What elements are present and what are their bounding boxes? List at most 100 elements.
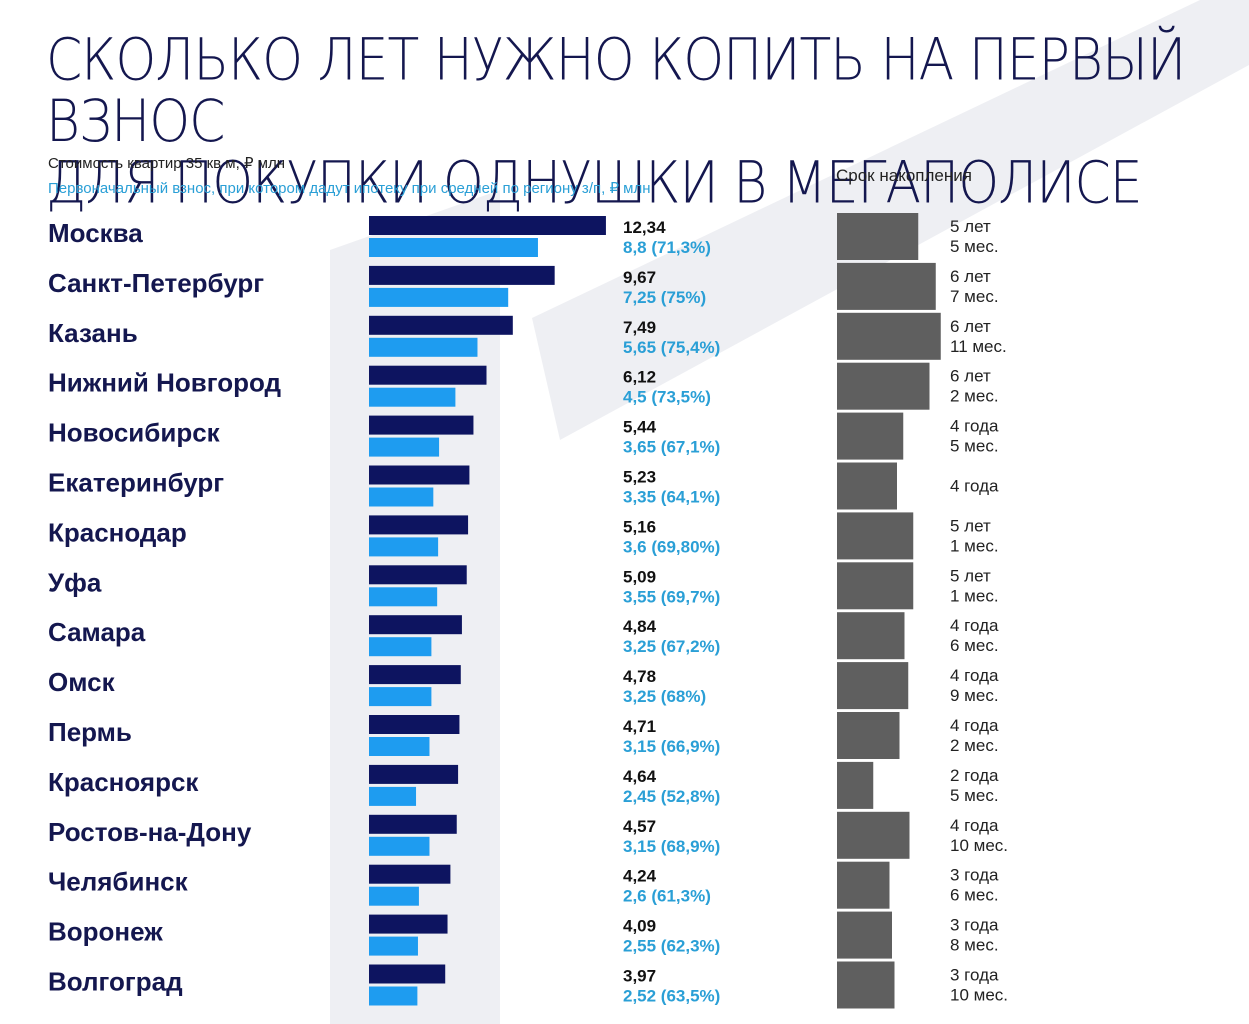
city-label: Новосибирск xyxy=(48,418,221,448)
price-bar xyxy=(369,465,470,485)
term-bar xyxy=(837,612,905,660)
down-payment-bar xyxy=(369,836,430,856)
term-years-label: 3 года xyxy=(950,916,999,935)
city-label: Красноярск xyxy=(48,767,199,797)
price-value-label: 3,97 xyxy=(623,967,656,986)
term-months-label: 1 мес. xyxy=(950,586,999,605)
term-months-label: 2 мес. xyxy=(950,387,999,406)
down-payment-bar xyxy=(369,587,438,607)
price-value-label: 4,78 xyxy=(623,667,656,686)
down-payment-bar xyxy=(369,287,509,307)
term-bar xyxy=(837,961,895,1009)
price-bar xyxy=(369,565,467,585)
price-value-label: 7,49 xyxy=(623,318,656,337)
term-bar xyxy=(837,512,914,560)
down-payment-bar xyxy=(369,637,432,657)
city-label: Воронеж xyxy=(48,917,163,947)
price-value-label: 4,24 xyxy=(623,867,657,886)
city-label: Волгоград xyxy=(48,967,183,997)
term-years-label: 4 года xyxy=(950,417,999,436)
term-years-label: 3 года xyxy=(950,866,999,885)
term-months-label: 11 мес. xyxy=(950,337,1007,356)
down-payment-bar xyxy=(369,238,538,257)
price-value-label: 4,09 xyxy=(623,917,656,936)
term-months-label: 1 мес. xyxy=(950,536,999,555)
price-bar xyxy=(369,665,461,685)
city-label: Санкт-Петербург xyxy=(48,268,264,298)
term-months-label: 6 мес. xyxy=(950,886,999,905)
term-years-label: 2 года xyxy=(950,766,999,785)
down-payment-value-label: 2,45 (52,8%) xyxy=(623,787,720,806)
term-months-label: 8 мес. xyxy=(950,936,999,955)
price-bar xyxy=(369,365,487,385)
down-payment-value-label: 3,65 (67,1%) xyxy=(623,438,720,457)
term-bar xyxy=(837,861,890,909)
down-payment-value-label: 5,65 (75,4%) xyxy=(623,338,720,357)
price-value-label: 4,71 xyxy=(623,717,656,736)
term-years-label: 4 года xyxy=(950,816,999,835)
chart-title: Сколько лет нужно копить на первый взнос… xyxy=(46,26,1249,215)
price-bar xyxy=(369,515,469,535)
city-label: Краснодар xyxy=(48,517,187,547)
down-payment-bar xyxy=(369,936,418,956)
term-bar xyxy=(837,761,874,809)
down-payment-bar xyxy=(369,387,456,407)
city-label: Екатеринбург xyxy=(48,468,224,498)
term-bar xyxy=(837,262,936,310)
price-value-label: 5,09 xyxy=(623,567,656,586)
price-value-label: 4,57 xyxy=(623,817,656,836)
price-bar xyxy=(369,415,474,435)
down-payment-value-label: 3,15 (68,9%) xyxy=(623,837,720,856)
term-months-label: 7 мес. xyxy=(950,287,999,306)
city-label: Уфа xyxy=(48,567,102,597)
city-label: Казань xyxy=(48,318,138,348)
down-payment-value-label: 4,5 (73,5%) xyxy=(623,388,711,407)
down-payment-value-label: 2,52 (63,5%) xyxy=(623,987,720,1006)
price-bar xyxy=(369,615,462,635)
down-payment-bar xyxy=(369,537,439,557)
down-payment-bar xyxy=(369,687,432,707)
term-bar xyxy=(837,562,914,610)
term-months-label: 5 мес. xyxy=(950,237,999,256)
down-payment-value-label: 3,55 (69,7%) xyxy=(623,587,720,606)
price-bar xyxy=(369,315,513,335)
down-payment-bar xyxy=(369,337,478,357)
price-value-label: 5,23 xyxy=(623,468,656,487)
term-months-label: 6 мес. xyxy=(950,636,999,655)
city-label: Ростов-на-Дону xyxy=(48,817,252,847)
price-bar xyxy=(369,715,460,734)
city-label: Москва xyxy=(48,218,143,248)
price-bar xyxy=(369,864,451,884)
price-bar xyxy=(369,914,448,934)
down-payment-value-label: 7,25 (75%) xyxy=(623,288,706,307)
term-bar xyxy=(837,662,909,710)
down-payment-value-label: 3,25 (68%) xyxy=(623,687,706,706)
term-bar xyxy=(837,811,910,859)
term-column-header: Срок накопления xyxy=(836,166,972,185)
term-bar xyxy=(837,911,892,959)
term-bar xyxy=(837,312,941,360)
term-months-label: 5 мес. xyxy=(950,786,999,805)
term-years-label: 5 лет xyxy=(950,566,991,585)
term-months-label: 2 мес. xyxy=(950,736,999,755)
down-payment-value-label: 3,25 (67,2%) xyxy=(623,637,720,656)
term-years-label: 6 лет xyxy=(950,367,991,386)
price-value-label: 6,12 xyxy=(623,368,656,387)
term-bar xyxy=(837,712,900,759)
price-bar xyxy=(369,814,457,834)
term-years-label: 4 года xyxy=(950,616,999,635)
term-years-label: 4 года xyxy=(950,666,999,685)
city-label: Челябинск xyxy=(48,867,189,897)
city-label: Нижний Новгород xyxy=(48,368,282,398)
term-years-label: 4 года xyxy=(950,477,999,496)
down-payment-bar xyxy=(369,986,418,1006)
term-years-label: 3 года xyxy=(950,966,999,985)
price-bar xyxy=(369,265,555,285)
term-bar xyxy=(837,213,919,260)
chart-title-line-1: Сколько лет нужно копить на первый взнос xyxy=(46,26,1186,156)
legend-price: Стоимость квартир 35 кв м, ₽ млн xyxy=(48,155,285,172)
term-months-label: 9 мес. xyxy=(950,686,999,705)
term-months-label: 10 мес. xyxy=(950,836,1008,855)
down-payment-value-label: 3,6 (69,80%) xyxy=(623,537,720,556)
down-payment-value-label: 8,8 (71,3%) xyxy=(623,238,711,257)
